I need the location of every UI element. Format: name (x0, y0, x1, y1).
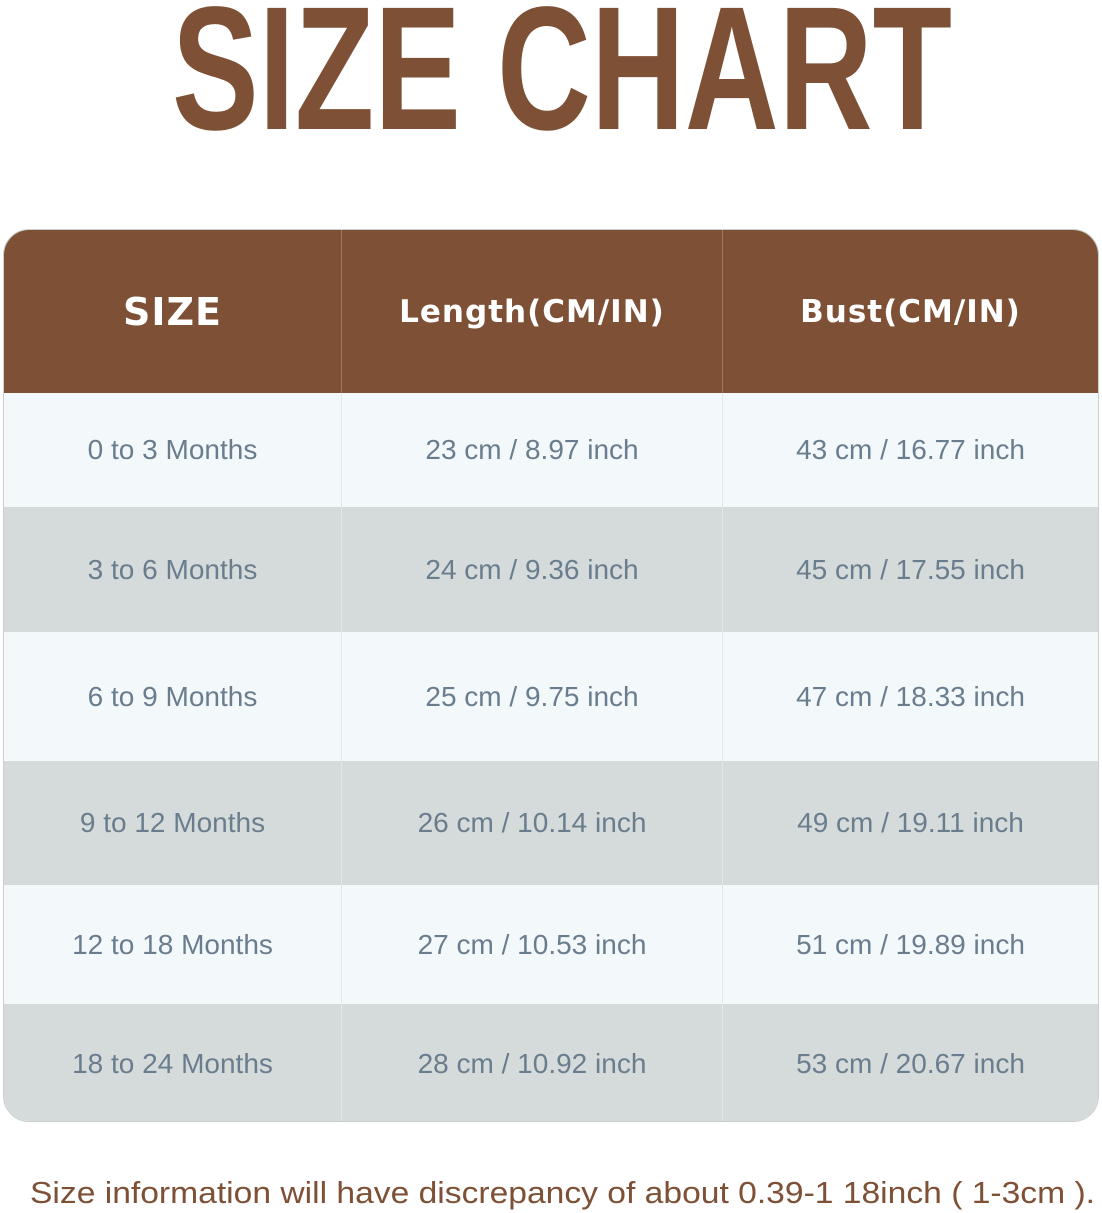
cell-bust: 47 cm / 18.33 inch (796, 680, 1025, 712)
header-size: SIZE (4, 230, 342, 393)
cell-length: 27 cm / 10.53 inch (342, 885, 723, 1004)
cell-bust: 45 cm / 17.55 inch (796, 553, 1025, 585)
header-bust: Bust(CM/IN) (800, 293, 1021, 330)
cell-size: 0 to 3 Months (4, 393, 342, 507)
cell-size: 6 to 9 Months (4, 632, 342, 761)
cell-length: 25 cm / 9.75 inch (342, 632, 723, 761)
footnote-text: Size information will have discrepancy o… (30, 1175, 1095, 1210)
table-row: 3 to 6 Months 24 cm / 9.36 inch 45 cm / 17… (4, 507, 1098, 632)
table-row: 12 to 18 Months 27 cm / 10.53 inch 51 cm /… (4, 885, 1098, 1004)
cell-size: 18 to 24 Months (4, 1004, 342, 1121)
cell-length: 23 cm / 8.97 inch (342, 393, 723, 507)
cell-size: 3 to 6 Months (4, 507, 342, 632)
cell-length: 26 cm / 10.14 inch (342, 761, 723, 885)
size-table: SIZE Length(CM/IN) Bust(CM/IN) 0 to 3 Mo… (3, 229, 1099, 1122)
cell-bust: 51 cm / 19.89 inch (796, 928, 1025, 960)
table-row: 18 to 24 Months 28 cm / 10.92 inch 53 cm /… (4, 1004, 1098, 1121)
footnote: Size information will have discrepancy o… (30, 1175, 1095, 1210)
cell-length: 24 cm / 9.36 inch (342, 507, 723, 632)
cell-length: 28 cm / 10.92 inch (342, 1004, 723, 1121)
cell-bust: 49 cm / 19.11 inch (797, 807, 1024, 838)
table-header: SIZE Length(CM/IN) Bust(CM/IN) (4, 230, 1098, 393)
cell-size: 12 to 18 Months (4, 885, 342, 1004)
page-title: SIZE CHART (172, 0, 952, 150)
table-row: 9 to 12 Months 26 cm / 10.14 inch 49 cm / … (4, 761, 1098, 885)
cell-size: 9 to 12 Months (4, 761, 342, 885)
cell-bust: 43 cm / 16.77 inch (796, 434, 1025, 465)
cell-bust: 53 cm / 20.67 inch (796, 1047, 1025, 1079)
table-row: 6 to 9 Months 25 cm / 9.75 inch 47 cm / 18… (4, 632, 1098, 761)
header-length: Length(CM/IN) (342, 230, 723, 393)
table-row: 0 to 3 Months 23 cm / 8.97 inch 43 cm / 16… (4, 393, 1098, 507)
title-text: SIZE CHART (172, 0, 952, 150)
